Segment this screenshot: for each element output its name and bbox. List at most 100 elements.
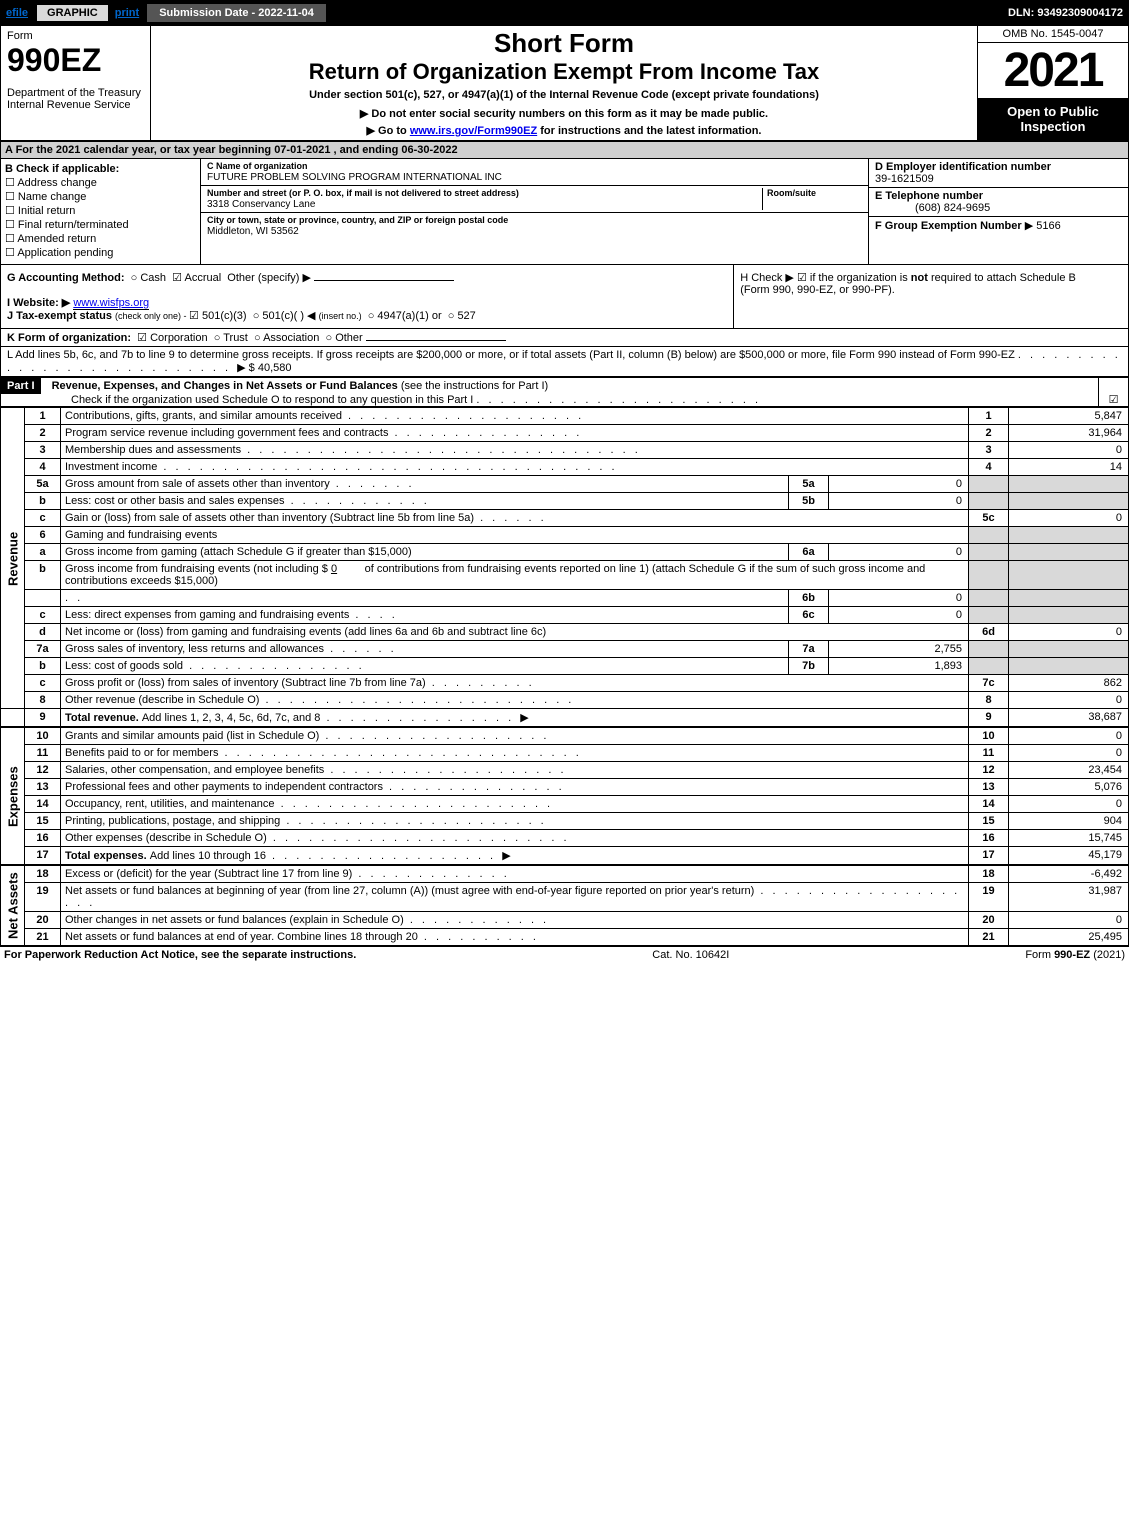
- line-21-desc: Net assets or fund balances at end of ye…: [65, 931, 418, 943]
- g-other[interactable]: Other (specify) ▶: [227, 272, 311, 284]
- j-sub: (check only one) -: [115, 311, 189, 321]
- line-5a-inbox: 5a: [789, 476, 829, 493]
- cb-address-change[interactable]: Address change: [5, 176, 196, 189]
- netassets-sidebar: Net Assets: [1, 866, 25, 946]
- city-label: City or town, state or province, country…: [207, 215, 508, 225]
- k-other[interactable]: Other: [325, 332, 362, 344]
- expenses-table: Expenses 10 Grants and similar amounts p…: [0, 727, 1129, 865]
- line-10-desc: Grants and similar amounts paid (list in…: [65, 730, 319, 742]
- line-12-box: 12: [969, 762, 1009, 779]
- j-label: J Tax-exempt status: [7, 310, 112, 322]
- g-cash[interactable]: Cash: [131, 272, 166, 284]
- line-6b-inval: 0: [829, 590, 969, 607]
- top-bar: efile GRAPHIC print Submission Date - 20…: [0, 0, 1129, 26]
- line-12-val: 23,454: [1009, 762, 1129, 779]
- k-other-input[interactable]: [366, 340, 506, 341]
- line-7c-num: c: [25, 675, 61, 692]
- line-4-desc: Investment income: [65, 461, 157, 473]
- line-19-val: 31,987: [1009, 883, 1129, 912]
- h-checkbox[interactable]: [797, 272, 810, 284]
- submission-date: Submission Date - 2022-11-04: [147, 4, 326, 22]
- cb-initial-return[interactable]: Initial return: [5, 204, 196, 217]
- street-value: 3318 Conservancy Lane: [207, 199, 315, 210]
- line-3-box: 3: [969, 442, 1009, 459]
- footer-right: Form 990-EZ (2021): [1025, 949, 1125, 961]
- line-7b-num: b: [25, 658, 61, 675]
- line-17-desc: Total expenses.: [65, 850, 150, 862]
- form-number: 990EZ: [7, 42, 144, 79]
- l-text: L Add lines 5b, 6c, and 7b to line 9 to …: [7, 349, 1015, 361]
- line-11-val: 0: [1009, 745, 1129, 762]
- irs-link[interactable]: www.irs.gov/Form990EZ: [410, 125, 537, 137]
- header-left: Form 990EZ Department of the Treasury In…: [1, 26, 151, 140]
- line-18-num: 18: [25, 866, 61, 883]
- line-5b-graybox: [969, 493, 1009, 510]
- line-7a-inval: 2,755: [829, 641, 969, 658]
- part-i-checkbox[interactable]: [1109, 394, 1119, 406]
- line-15-box: 15: [969, 813, 1009, 830]
- h-text1: H Check ▶: [740, 272, 797, 284]
- line-14-val: 0: [1009, 796, 1129, 813]
- line-18-val: -6,492: [1009, 866, 1129, 883]
- line-6c-grayval: [1009, 607, 1129, 624]
- return-title: Return of Organization Exempt From Incom…: [155, 59, 973, 85]
- line-5b-desc: Less: cost or other basis and sales expe…: [65, 495, 285, 507]
- line-12-num: 12: [25, 762, 61, 779]
- line-6b-inbox: 6b: [789, 590, 829, 607]
- line-5a-graybox: [969, 476, 1009, 493]
- line-7a-desc: Gross sales of inventory, less returns a…: [65, 643, 324, 655]
- line-6a-graybox: [969, 544, 1009, 561]
- line-14-num: 14: [25, 796, 61, 813]
- line-6a-inbox: 6a: [789, 544, 829, 561]
- cb-application-pending[interactable]: Application pending: [5, 246, 196, 259]
- line-7b-grayval: [1009, 658, 1129, 675]
- ssn-warning: Do not enter social security numbers on …: [155, 107, 973, 120]
- j-501c3[interactable]: 501(c)(3): [189, 310, 247, 322]
- under-section: Under section 501(c), 527, or 4947(a)(1)…: [155, 89, 973, 101]
- goto-link-row: Go to www.irs.gov/Form990EZ for instruct…: [155, 124, 973, 137]
- line-2-num: 2: [25, 425, 61, 442]
- revenue-sidebar: Revenue: [1, 408, 25, 709]
- line-7c-val: 862: [1009, 675, 1129, 692]
- line-14-desc: Occupancy, rent, utilities, and maintena…: [65, 798, 275, 810]
- line-5c-num: c: [25, 510, 61, 527]
- line-5b-grayval: [1009, 493, 1129, 510]
- k-assoc[interactable]: Association: [254, 332, 319, 344]
- j-527[interactable]: 527: [448, 310, 476, 322]
- line-6b-grayval2: [1009, 590, 1129, 607]
- k-label: K Form of organization:: [7, 332, 131, 344]
- header-right: OMB No. 1545-0047 2021 Open to Public In…: [978, 26, 1128, 140]
- row-k: K Form of organization: Corporation Trus…: [0, 329, 1129, 347]
- form-word: Form: [7, 30, 144, 42]
- line-8-val: 0: [1009, 692, 1129, 709]
- line-3-desc: Membership dues and assessments: [65, 444, 241, 456]
- efile-link[interactable]: efile: [0, 5, 34, 21]
- line-6c-inval: 0: [829, 607, 969, 624]
- line-9-val: 38,687: [1009, 709, 1129, 727]
- k-corp[interactable]: Corporation: [137, 332, 207, 344]
- j-4947[interactable]: 4947(a)(1) or: [368, 310, 442, 322]
- line-7b-graybox: [969, 658, 1009, 675]
- line-1-val: 5,847: [1009, 408, 1129, 425]
- j-501c[interactable]: 501(c)( ): [253, 310, 307, 322]
- print-link[interactable]: print: [109, 5, 145, 21]
- k-trust[interactable]: Trust: [214, 332, 248, 344]
- line-13-val: 5,076: [1009, 779, 1129, 796]
- street-label: Number and street (or P. O. box, if mail…: [207, 188, 519, 198]
- line-5c-val: 0: [1009, 510, 1129, 527]
- graphic-button[interactable]: GRAPHIC: [36, 4, 109, 22]
- open-to-public: Open to Public Inspection: [978, 98, 1128, 140]
- line-5b-num: b: [25, 493, 61, 510]
- line-5b-inval: 0: [829, 493, 969, 510]
- g-accrual[interactable]: Accrual: [172, 272, 221, 284]
- cb-final-return[interactable]: Final return/terminated: [5, 218, 196, 231]
- cb-name-change[interactable]: Name change: [5, 190, 196, 203]
- f-arrow-icon: ▶: [1025, 220, 1033, 232]
- cb-amended-return[interactable]: Amended return: [5, 232, 196, 245]
- line-5c-desc: Gain or (loss) from sale of assets other…: [65, 512, 474, 524]
- line-7b-inval: 1,893: [829, 658, 969, 675]
- line-7b-desc: Less: cost of goods sold: [65, 660, 183, 672]
- line-4-box: 4: [969, 459, 1009, 476]
- website-link[interactable]: www.wisfps.org: [73, 297, 149, 310]
- g-other-input[interactable]: [314, 280, 454, 281]
